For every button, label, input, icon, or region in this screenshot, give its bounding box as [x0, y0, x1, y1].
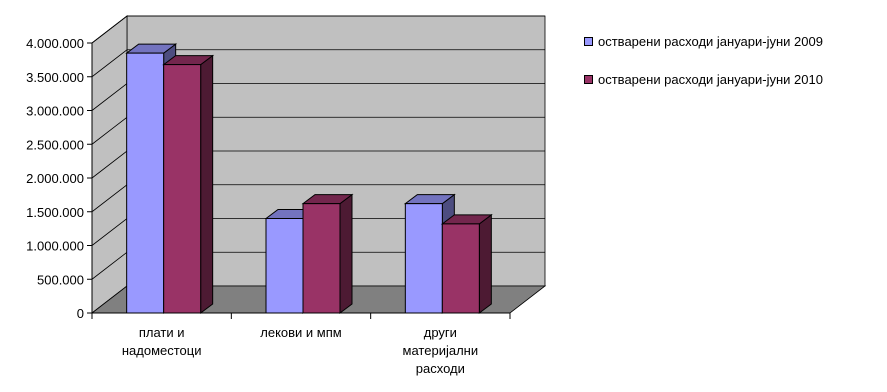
- bar: [163, 64, 202, 314]
- bar: [302, 203, 341, 314]
- y-tick-label: 1.500.000: [26, 205, 84, 220]
- x-axis-category-labels: плати и надоместоци лекови и мпм други матер…: [122, 325, 478, 376]
- gridline: [91, 15, 545, 44]
- y-tick-label: 3.500.000: [26, 70, 84, 85]
- legend-item-2009: остварени расходи јануари-јуни 2009: [584, 33, 823, 49]
- x-category-label: материјални: [403, 343, 479, 358]
- legend-label-2009: остварени расходи јануари-јуни 2009: [598, 33, 823, 49]
- y-tick-label: 0: [77, 306, 84, 321]
- y-tick-label: 1.000.000: [26, 239, 84, 254]
- y-tick-label: 2.000.000: [26, 171, 84, 186]
- bar: [265, 218, 304, 314]
- x-category-label: плати и: [139, 325, 185, 340]
- legend-swatch-2010: [584, 74, 593, 84]
- legend-item-2010: остварени расходи јануари-јуни 2010: [584, 71, 823, 87]
- y-tick-label: 500.000: [37, 272, 84, 287]
- legend-label-2010: остварени расходи јануари-јуни 2010: [598, 71, 823, 87]
- bar: [441, 223, 480, 314]
- y-tick-label: 3.000.000: [26, 104, 84, 119]
- bar: [404, 203, 443, 314]
- bar-side: [200, 54, 214, 314]
- x-category-label: лекови и мпм: [260, 325, 342, 340]
- bar-side: [339, 193, 353, 314]
- bars: [125, 43, 493, 314]
- y-axis-tick-labels: 0 500.000 1.000.000 1.500.000 2.000.000 2.500…: [26, 36, 84, 321]
- x-category-label: други: [424, 325, 457, 340]
- bar: [126, 52, 165, 314]
- x-category-label: надоместоци: [122, 343, 202, 358]
- legend: остварени расходи јануари-јуни 2009 оств…: [584, 33, 823, 109]
- y-tick-label: 4.000.000: [26, 36, 84, 51]
- gridline: [91, 49, 545, 78]
- y-tick-label: 2.500.000: [26, 137, 84, 152]
- bar-side: [478, 213, 492, 314]
- x-category-label: расходи: [416, 361, 465, 376]
- legend-swatch-2009: [584, 36, 593, 46]
